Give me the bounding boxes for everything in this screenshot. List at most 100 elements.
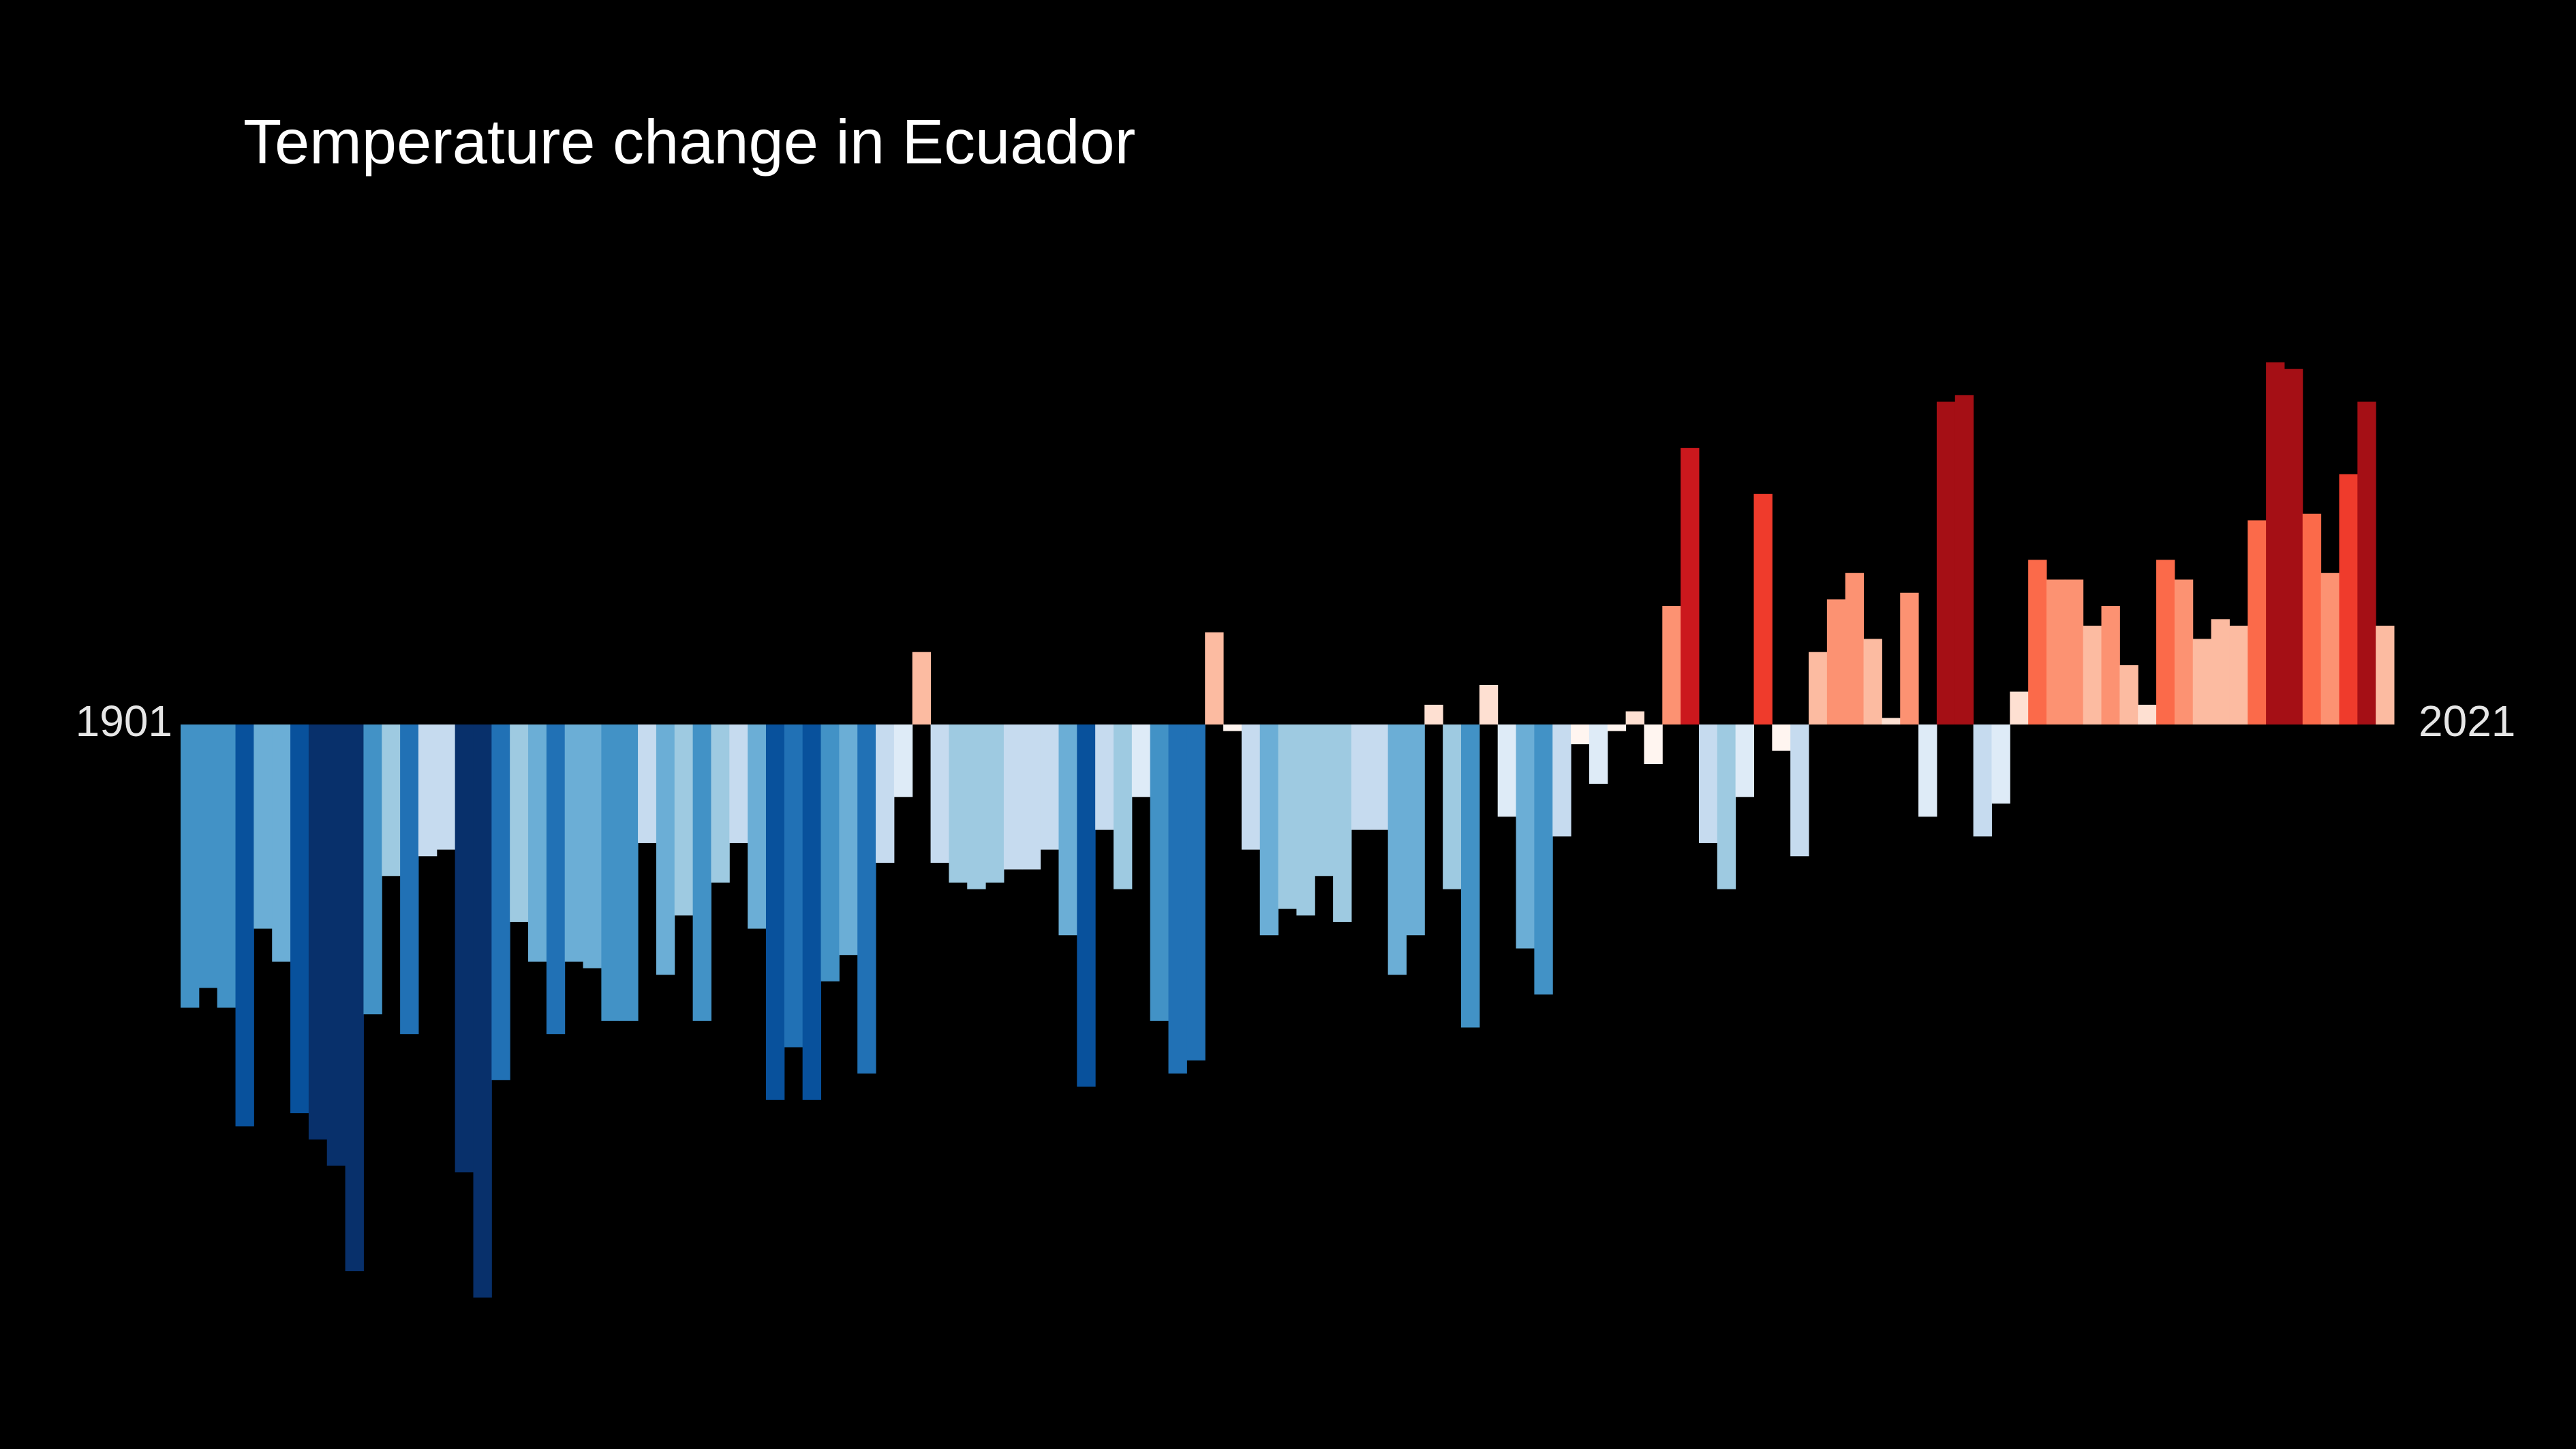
bar bbox=[528, 724, 547, 962]
bar bbox=[1077, 724, 1096, 1087]
bar bbox=[1717, 724, 1736, 889]
bar bbox=[181, 724, 200, 1008]
bar bbox=[930, 724, 949, 863]
bar bbox=[967, 724, 986, 889]
bar bbox=[1113, 724, 1133, 889]
bar bbox=[1351, 724, 1370, 830]
bar bbox=[1186, 724, 1206, 1061]
bar bbox=[893, 724, 913, 797]
bar bbox=[436, 724, 456, 850]
bar bbox=[308, 724, 328, 1140]
bar bbox=[217, 724, 236, 1008]
bar bbox=[1387, 724, 1407, 975]
bar bbox=[1040, 724, 1059, 850]
bar bbox=[2046, 579, 2066, 724]
bar bbox=[765, 724, 785, 1100]
bar bbox=[1662, 606, 1681, 724]
bar bbox=[1241, 724, 1261, 850]
bar bbox=[1333, 724, 1352, 922]
bar bbox=[1607, 724, 1627, 731]
bar bbox=[1461, 724, 1480, 1028]
bar bbox=[564, 724, 584, 962]
bar bbox=[1406, 724, 1425, 936]
bar bbox=[839, 724, 858, 956]
bar bbox=[1168, 724, 1187, 1074]
bar bbox=[418, 724, 438, 857]
bar bbox=[638, 724, 657, 843]
bar bbox=[290, 724, 309, 1114]
bar bbox=[2028, 560, 2047, 724]
bar bbox=[1552, 724, 1571, 837]
bar bbox=[1589, 724, 1608, 784]
bar bbox=[272, 724, 291, 962]
bar bbox=[254, 724, 273, 929]
bar bbox=[802, 724, 822, 1100]
bar bbox=[912, 652, 932, 724]
bar bbox=[1022, 724, 1041, 870]
bar bbox=[1150, 724, 1169, 1021]
bar bbox=[1278, 724, 1297, 909]
bar bbox=[2302, 513, 2322, 724]
bar bbox=[1790, 724, 1809, 857]
bar bbox=[2211, 619, 2230, 724]
bar bbox=[583, 724, 602, 968]
chart-title: Temperature change in Ecuador bbox=[243, 107, 1135, 177]
bar bbox=[619, 724, 639, 1021]
x-tick-label: 1901 bbox=[76, 697, 172, 746]
bar bbox=[1845, 573, 1865, 724]
bar bbox=[1003, 724, 1023, 870]
bar bbox=[455, 724, 474, 1173]
bar bbox=[1296, 724, 1315, 916]
bar bbox=[2339, 474, 2358, 724]
bar bbox=[1443, 724, 1462, 889]
bar bbox=[1058, 724, 1077, 936]
bar bbox=[1863, 639, 1882, 724]
bar bbox=[1826, 599, 1846, 724]
bar bbox=[1479, 685, 1499, 724]
bar bbox=[1954, 395, 1974, 724]
bar bbox=[1571, 724, 1590, 744]
bar bbox=[491, 724, 510, 1080]
bar bbox=[1918, 724, 1937, 817]
bar bbox=[2156, 560, 2175, 724]
bar bbox=[198, 724, 218, 988]
bar bbox=[1625, 711, 1644, 724]
bar bbox=[1095, 724, 1114, 830]
bar bbox=[1534, 724, 1553, 995]
bar bbox=[711, 724, 730, 883]
bar bbox=[235, 724, 254, 1127]
bar bbox=[326, 724, 346, 1166]
bar bbox=[2010, 691, 2029, 724]
bar bbox=[546, 724, 566, 1035]
bar bbox=[2083, 626, 2102, 724]
x-tick-label: 2021 bbox=[2419, 697, 2515, 746]
bar bbox=[656, 724, 675, 975]
bar bbox=[949, 724, 968, 883]
bar bbox=[1131, 724, 1151, 797]
bar bbox=[2320, 573, 2340, 724]
bar bbox=[748, 724, 767, 929]
bar bbox=[876, 724, 895, 863]
bar bbox=[1424, 705, 1443, 724]
bar bbox=[2064, 579, 2084, 724]
bar bbox=[1809, 652, 1828, 724]
bar bbox=[601, 724, 620, 1021]
bar bbox=[1753, 493, 1773, 724]
bar bbox=[363, 724, 382, 1015]
bar bbox=[2119, 665, 2138, 724]
bar bbox=[1205, 632, 1224, 724]
bar bbox=[857, 724, 876, 1074]
bar bbox=[2248, 520, 2267, 724]
bar bbox=[473, 724, 492, 1298]
bar bbox=[1882, 718, 1901, 724]
bar bbox=[2138, 705, 2157, 724]
bar bbox=[1315, 724, 1334, 876]
bar bbox=[1735, 724, 1754, 797]
bar bbox=[2229, 626, 2248, 724]
bar bbox=[1772, 724, 1791, 751]
bar bbox=[2174, 579, 2194, 724]
bar bbox=[400, 724, 419, 1035]
bar bbox=[784, 724, 803, 1048]
bar bbox=[2284, 369, 2303, 724]
bar bbox=[1644, 724, 1663, 764]
